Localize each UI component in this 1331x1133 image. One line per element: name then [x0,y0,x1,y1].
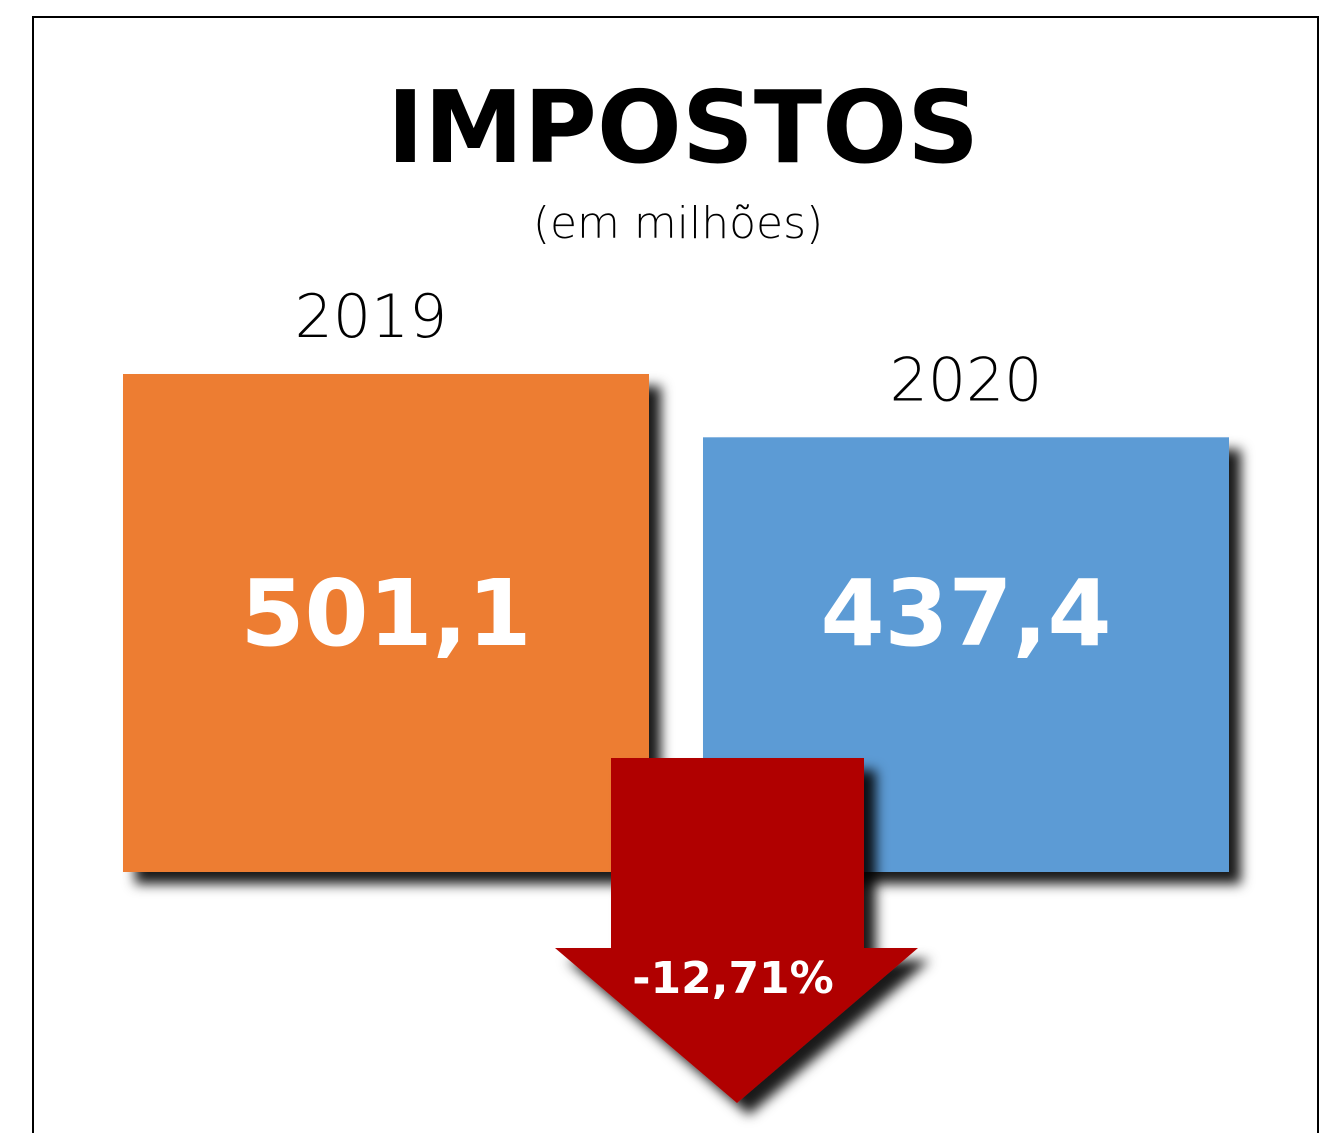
category-label: 2020 [890,345,1043,415]
frame [32,16,1319,1133]
value-label: 501,1 [240,560,531,667]
category-label: 2019 [295,282,448,352]
arrow [555,758,918,1103]
bar [123,374,649,872]
annotation: -12,71% [632,953,834,1004]
value-label: 437,4 [820,560,1111,667]
chart-title: IMPOSTOS [387,69,979,186]
chart-subtitle: (em milhões) [533,198,823,249]
